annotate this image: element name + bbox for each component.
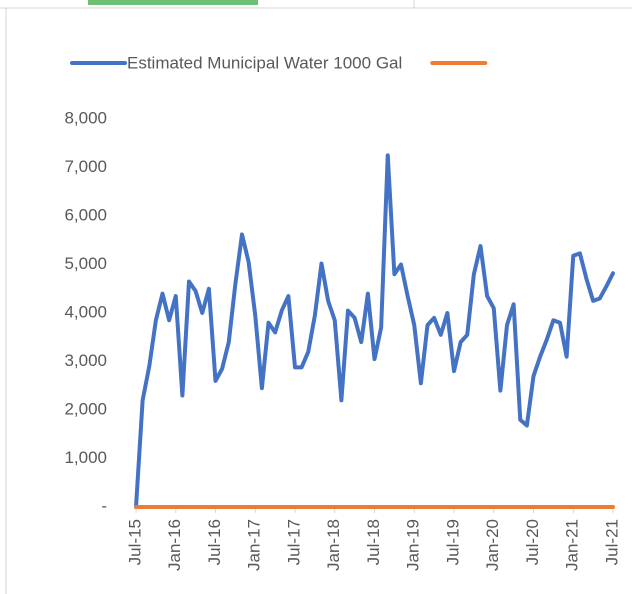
x-tick-label: Jan-16 (165, 519, 184, 571)
x-tick-label: Jan-17 (245, 519, 264, 571)
selected-cell (88, 0, 258, 5)
x-tick-label: Jan-21 (563, 519, 582, 571)
y-tick-label: 8,000 (64, 108, 107, 127)
x-tick-label: Jul-21 (602, 519, 621, 565)
x-tick-label: Jan-18 (324, 519, 343, 571)
y-tick-label: 6,000 (64, 205, 107, 224)
series-line (134, 153, 615, 509)
x-tick-label: Jul-19 (443, 519, 462, 565)
y-tick-label: 4,000 (64, 302, 107, 321)
x-tick-label: Jan-19 (404, 519, 423, 571)
y-tick-label: - (101, 496, 107, 515)
y-tick-label: 1,000 (64, 448, 107, 467)
x-tick-label: Jul-17 (284, 519, 303, 565)
x-tick-label: Jan-20 (483, 519, 502, 571)
x-tick-label: Jul-18 (364, 519, 383, 565)
y-tick-label: 5,000 (64, 254, 107, 273)
x-tick-label: Jul-20 (523, 519, 542, 565)
legend-label: Estimated Municipal Water 1000 Gal (127, 53, 402, 72)
y-tick-label: 2,000 (64, 399, 107, 418)
x-tick-label: Jul-16 (205, 519, 224, 565)
x-tick-label: Jul-15 (125, 519, 144, 565)
y-tick-label: 3,000 (64, 351, 107, 370)
y-tick-label: 7,000 (64, 157, 107, 176)
spreadsheet-strip (0, 0, 632, 8)
